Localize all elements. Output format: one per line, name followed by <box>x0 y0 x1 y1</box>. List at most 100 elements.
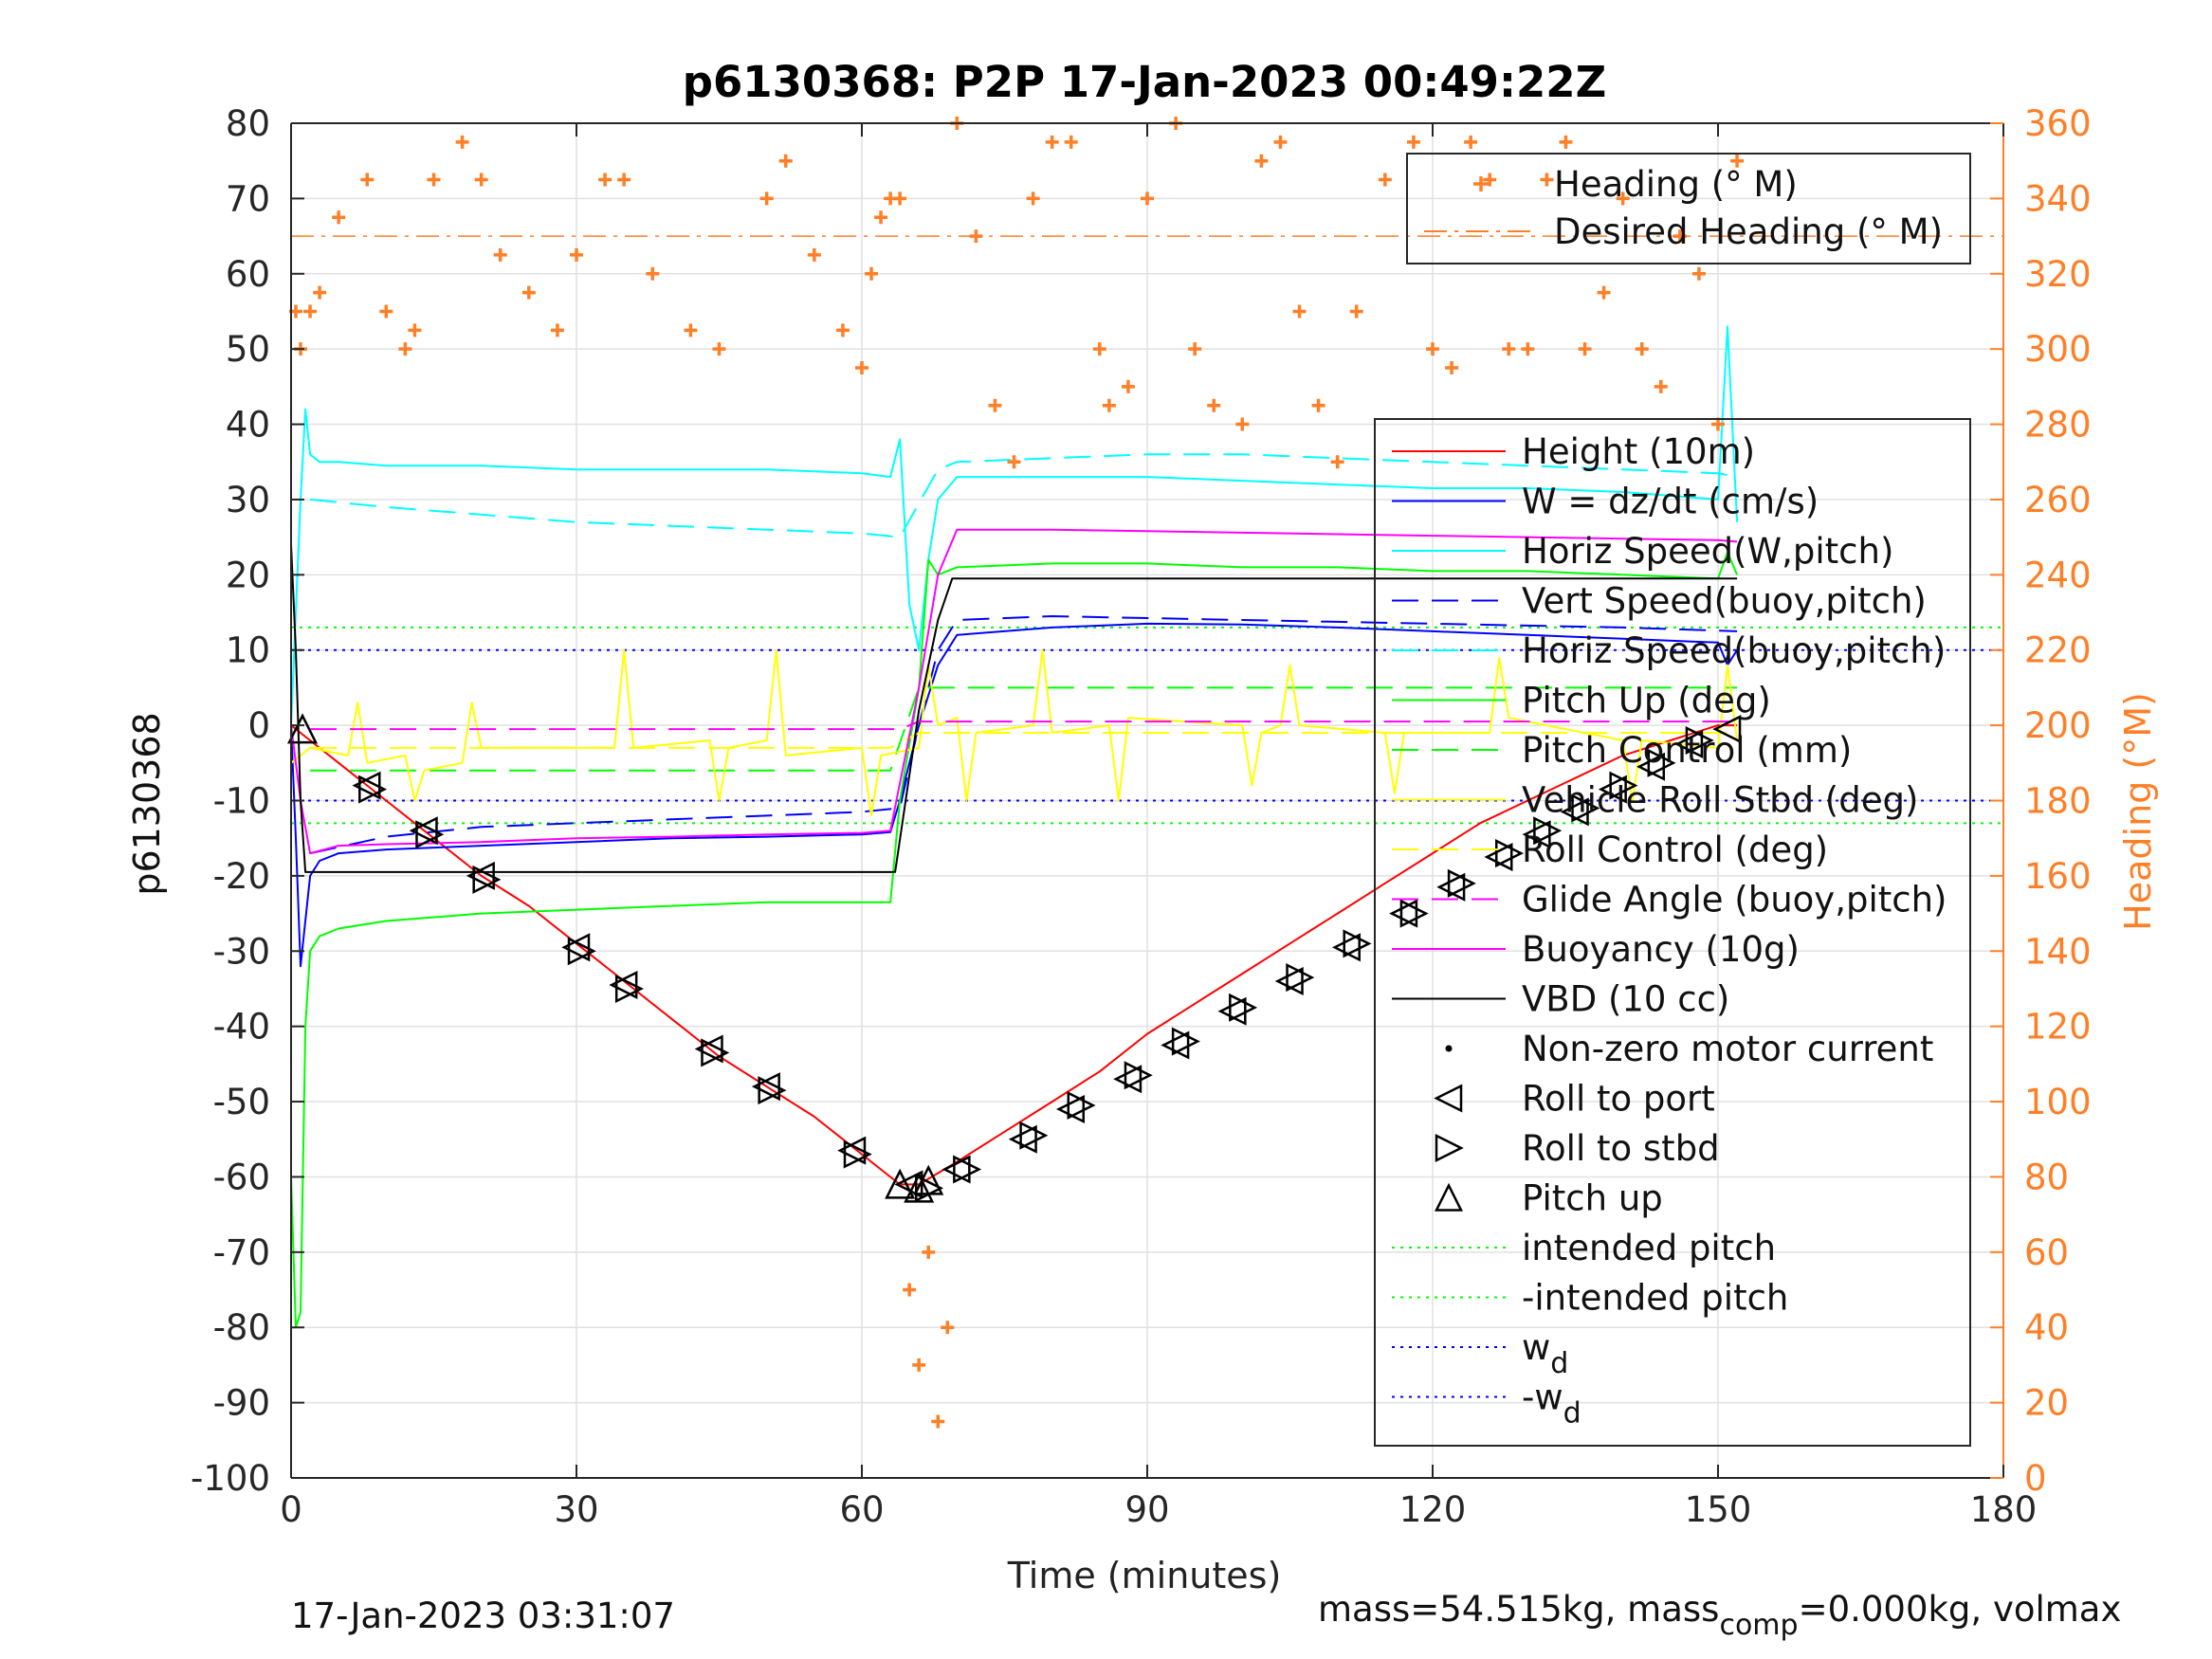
x-tick-label: 90 <box>1124 1489 1169 1530</box>
heading-point <box>379 304 393 319</box>
roll-to-stbd-marker <box>1124 1061 1153 1090</box>
heading-markers <box>289 117 1745 1429</box>
footer-timestamp: 17-Jan-2023 03:31:07 <box>291 1595 675 1636</box>
y-tick-label: -80 <box>213 1307 270 1348</box>
y-right-tick-label: 120 <box>2024 1007 2092 1048</box>
heading-point <box>1502 342 1516 356</box>
legend-label-text: Horiz Speed(buoy,pitch) <box>1522 630 1946 671</box>
y-tick-label: -60 <box>213 1157 270 1197</box>
legend-sample <box>1445 1045 1453 1052</box>
pitch-up-marker <box>287 713 319 744</box>
legend-label-sub: d <box>1550 1347 1568 1380</box>
roll-to-stbd-marker <box>1609 771 1638 800</box>
heading-point <box>1102 398 1116 412</box>
legend-label-text: Pitch Control (mm) <box>1522 730 1852 771</box>
heading-point <box>1406 135 1420 149</box>
heading-point <box>931 1414 945 1429</box>
heading-point <box>303 304 318 319</box>
legend-label-text: Vehicle Roll Stbd (deg) <box>1522 780 1918 821</box>
legend-label: intended pitch <box>1522 1228 1776 1268</box>
y-right-tick-label: 200 <box>2024 705 2092 746</box>
legend-label: wd <box>1522 1327 1568 1380</box>
y-right-tick-label: 340 <box>2024 178 2092 219</box>
heading-point <box>1521 342 1535 356</box>
legend-box <box>1374 418 1971 1447</box>
heading-point <box>759 191 774 206</box>
legend-label-text: Desired Heading (° M) <box>1554 211 1943 252</box>
roll-to-stbd-marker <box>1286 963 1315 993</box>
heading-point <box>903 1283 917 1297</box>
legend-label-text: Roll to stbd <box>1522 1128 1720 1169</box>
roll-to-port-marker <box>609 970 638 1000</box>
chart-title: p6130368: P2P 17-Jan-2023 00:49:22Z <box>683 57 1607 107</box>
legend-label: Vehicle Roll Stbd (deg) <box>1522 780 1918 821</box>
heading-point <box>427 173 441 187</box>
legend-label: Roll to port <box>1522 1079 1715 1120</box>
heading-point <box>1559 135 1573 149</box>
legend-label-sub: d <box>1563 1397 1581 1431</box>
roll-to-stbd-marker <box>1171 1027 1200 1056</box>
legend-label-text: intended pitch <box>1522 1228 1776 1268</box>
heading-point <box>1207 398 1221 412</box>
heading-point <box>474 173 488 187</box>
legend-label: Horiz Speed(W,pitch) <box>1522 531 1893 572</box>
series-glide-angle-buoy-pitch <box>310 720 1738 731</box>
y-tick-label: 20 <box>226 555 270 595</box>
y-tick-label: 40 <box>226 405 270 446</box>
pitch-up-marker <box>913 1164 944 1195</box>
y-right-tick-label: 100 <box>2024 1082 2092 1122</box>
legend-label-text: Vert Speed(buoy,pitch) <box>1522 581 1927 622</box>
heading-point <box>969 229 983 244</box>
legend-label-text: Heading (° M) <box>1554 164 1798 205</box>
footer-mass-info: mass=54.515kg, masscomp=0.000kg, volmax <box>1318 1589 2121 1642</box>
roll-to-port-marker <box>751 1072 780 1102</box>
heading-point <box>1378 173 1392 187</box>
heading-point <box>1141 191 1154 206</box>
heading-point <box>1691 266 1706 281</box>
heading-point <box>1426 342 1439 356</box>
heading-point <box>893 191 907 206</box>
legend-label: Horiz Speed(buoy,pitch) <box>1522 630 1946 671</box>
x-axis-label: Time (minutes) <box>1007 1555 1282 1596</box>
roll-to-stbd-marker <box>1343 929 1372 958</box>
heading-point <box>1092 342 1106 356</box>
y-tick-label: 10 <box>226 630 270 671</box>
heading-point <box>1121 379 1135 393</box>
roll-to-stbd-marker <box>415 820 445 849</box>
series-roll-control-deg <box>310 732 1738 749</box>
y-axis-right-label: Heading (°M) <box>2117 692 2159 931</box>
heading-point <box>1188 342 1202 356</box>
heading-point <box>855 361 868 375</box>
y-right-tick-label: 160 <box>2024 856 2092 897</box>
heading-point <box>313 285 327 300</box>
legend-sample <box>1434 1084 1463 1113</box>
roll-to-stbd-marker <box>1495 839 1525 868</box>
heading-point <box>570 247 583 262</box>
legend-main: Height (10m) W = dz/dt (cm/s) Horiz Speed(… <box>1374 418 1971 1447</box>
heading-point <box>941 1321 955 1335</box>
y-tick-label: 0 <box>247 705 270 746</box>
legend-label: Pitch Control (mm) <box>1522 730 1852 771</box>
heading-point <box>455 135 469 149</box>
x-tick-label: 0 <box>280 1489 302 1530</box>
legend-label-text: Glide Angle (buoy,pitch) <box>1522 880 1947 921</box>
footer-mass-sub: comp <box>1719 1609 1798 1642</box>
legend-label-text: Buoyancy (10g) <box>1522 929 1800 970</box>
heading-point <box>1616 191 1630 206</box>
series-height-10m <box>290 724 1738 1186</box>
legend-label: Roll to stbd <box>1522 1128 1720 1169</box>
heading-point <box>835 323 850 337</box>
roll-to-stbd-marker <box>953 1155 982 1184</box>
series-horiz-speed-buoy-pitch <box>310 453 1738 538</box>
legend-label-text: Roll to port <box>1522 1079 1715 1120</box>
y-right-tick-label: 60 <box>2024 1232 2069 1273</box>
roll-to-port-marker <box>352 771 381 800</box>
legend-label: -intended pitch <box>1522 1278 1788 1319</box>
heading-point <box>360 173 375 187</box>
legend-heading: Heading (° M) Desired Heading (° M) <box>1406 153 1971 264</box>
pitch-up-marker <box>904 1172 935 1203</box>
x-tick-label: 30 <box>554 1489 598 1530</box>
series-horiz-speed-w-pitch <box>290 325 1739 726</box>
heading-point <box>521 285 536 300</box>
